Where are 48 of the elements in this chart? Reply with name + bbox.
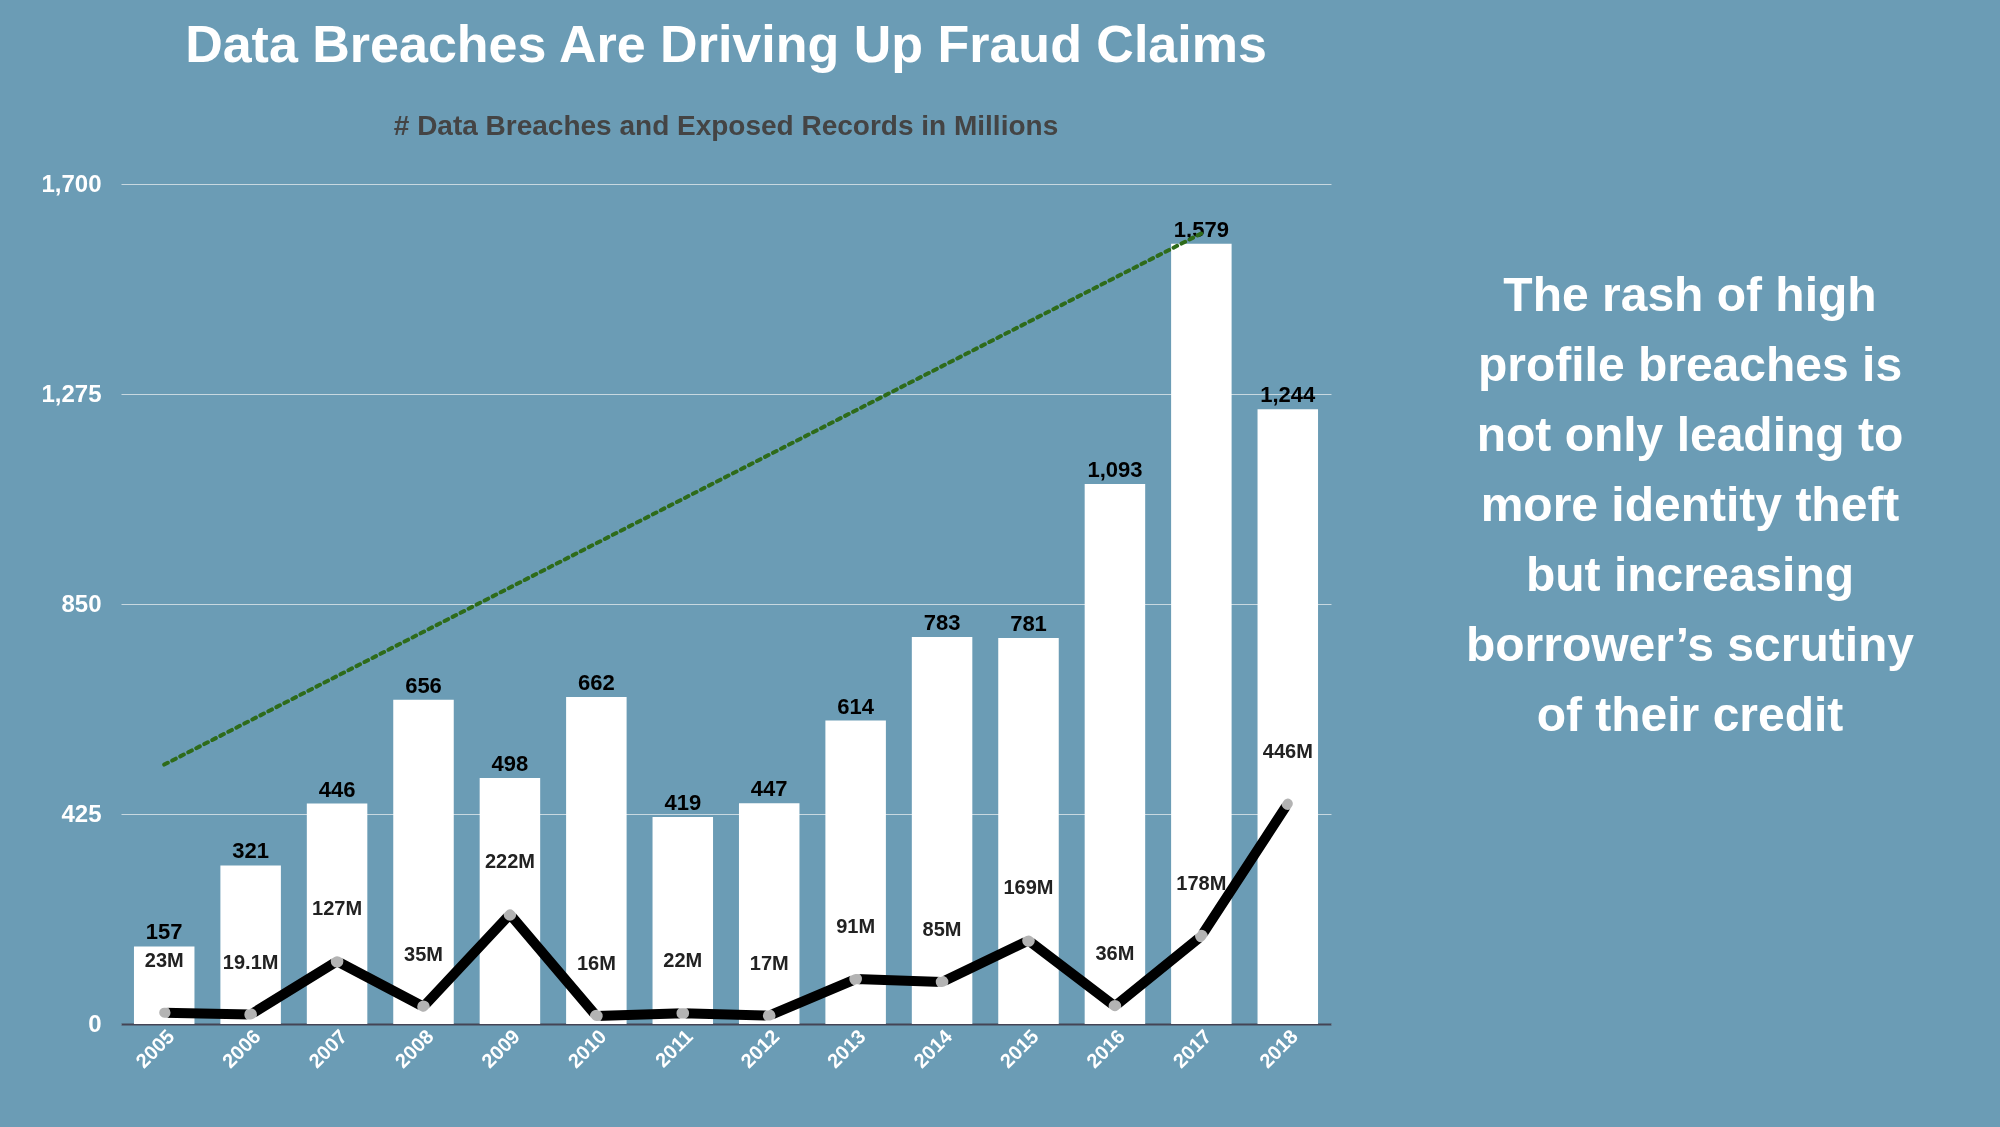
bar <box>825 720 886 1024</box>
y-tick-label: 1,700 <box>41 169 102 197</box>
data-label: 419 <box>664 789 702 815</box>
data-label: 662 <box>578 669 615 695</box>
text: The rash of high profile breaches is not only leading to more identity theft but increasing borrower’s scrutiny of their credit <box>1464 267 1916 743</box>
data-label: 35M <box>404 942 443 965</box>
data-label: 447 <box>750 776 788 802</box>
bar <box>566 696 627 1024</box>
data-label: 23M <box>144 948 184 971</box>
data-label: 19.1M <box>222 950 279 973</box>
data-label: 783 <box>923 610 961 636</box>
data-label: 16M <box>576 952 616 975</box>
y-tick-label: 425 <box>61 799 102 827</box>
data-label: 498 <box>491 750 529 776</box>
data-label: 1,093 <box>1087 456 1143 482</box>
chart-subtitle: # Data Breaches and Exposed Records in Millions <box>393 110 1059 141</box>
data-label: 169M <box>1003 876 1054 899</box>
chart-title: Data Breaches Are Driving Up Fraud Claims <box>185 15 1267 73</box>
data-label: 36M <box>1095 942 1135 965</box>
bar <box>479 777 541 1024</box>
y-tick-label: 1,275 <box>41 379 102 407</box>
bar <box>911 637 973 1024</box>
data-label: 446M <box>1262 739 1313 762</box>
bar <box>1084 483 1146 1024</box>
data-label: 781 <box>1010 611 1047 637</box>
y-tick-label: 850 <box>61 589 102 617</box>
data-label: 127M <box>312 897 363 920</box>
bar <box>1171 243 1232 1024</box>
data-label: 157 <box>145 919 183 945</box>
data-label: 17M <box>749 951 789 974</box>
bar <box>306 803 368 1024</box>
data-label: 178M <box>1176 872 1227 895</box>
data-label: 22M <box>663 949 703 972</box>
data-label: 614 <box>837 693 875 719</box>
data-label: 85M <box>922 918 962 940</box>
data-label: 446 <box>318 776 356 802</box>
data-label: 321 <box>232 838 269 864</box>
bar <box>998 638 1059 1024</box>
data-label: 656 <box>405 672 442 698</box>
data-label: 1,244 <box>1260 382 1317 408</box>
data-label: 222M <box>484 850 535 873</box>
bar <box>393 699 454 1024</box>
y-tick-label: 0 <box>88 1009 102 1037</box>
bar <box>220 865 281 1024</box>
bar <box>1257 409 1319 1024</box>
data-label: 91M <box>836 915 876 938</box>
bar <box>652 816 714 1024</box>
bar <box>738 803 800 1024</box>
